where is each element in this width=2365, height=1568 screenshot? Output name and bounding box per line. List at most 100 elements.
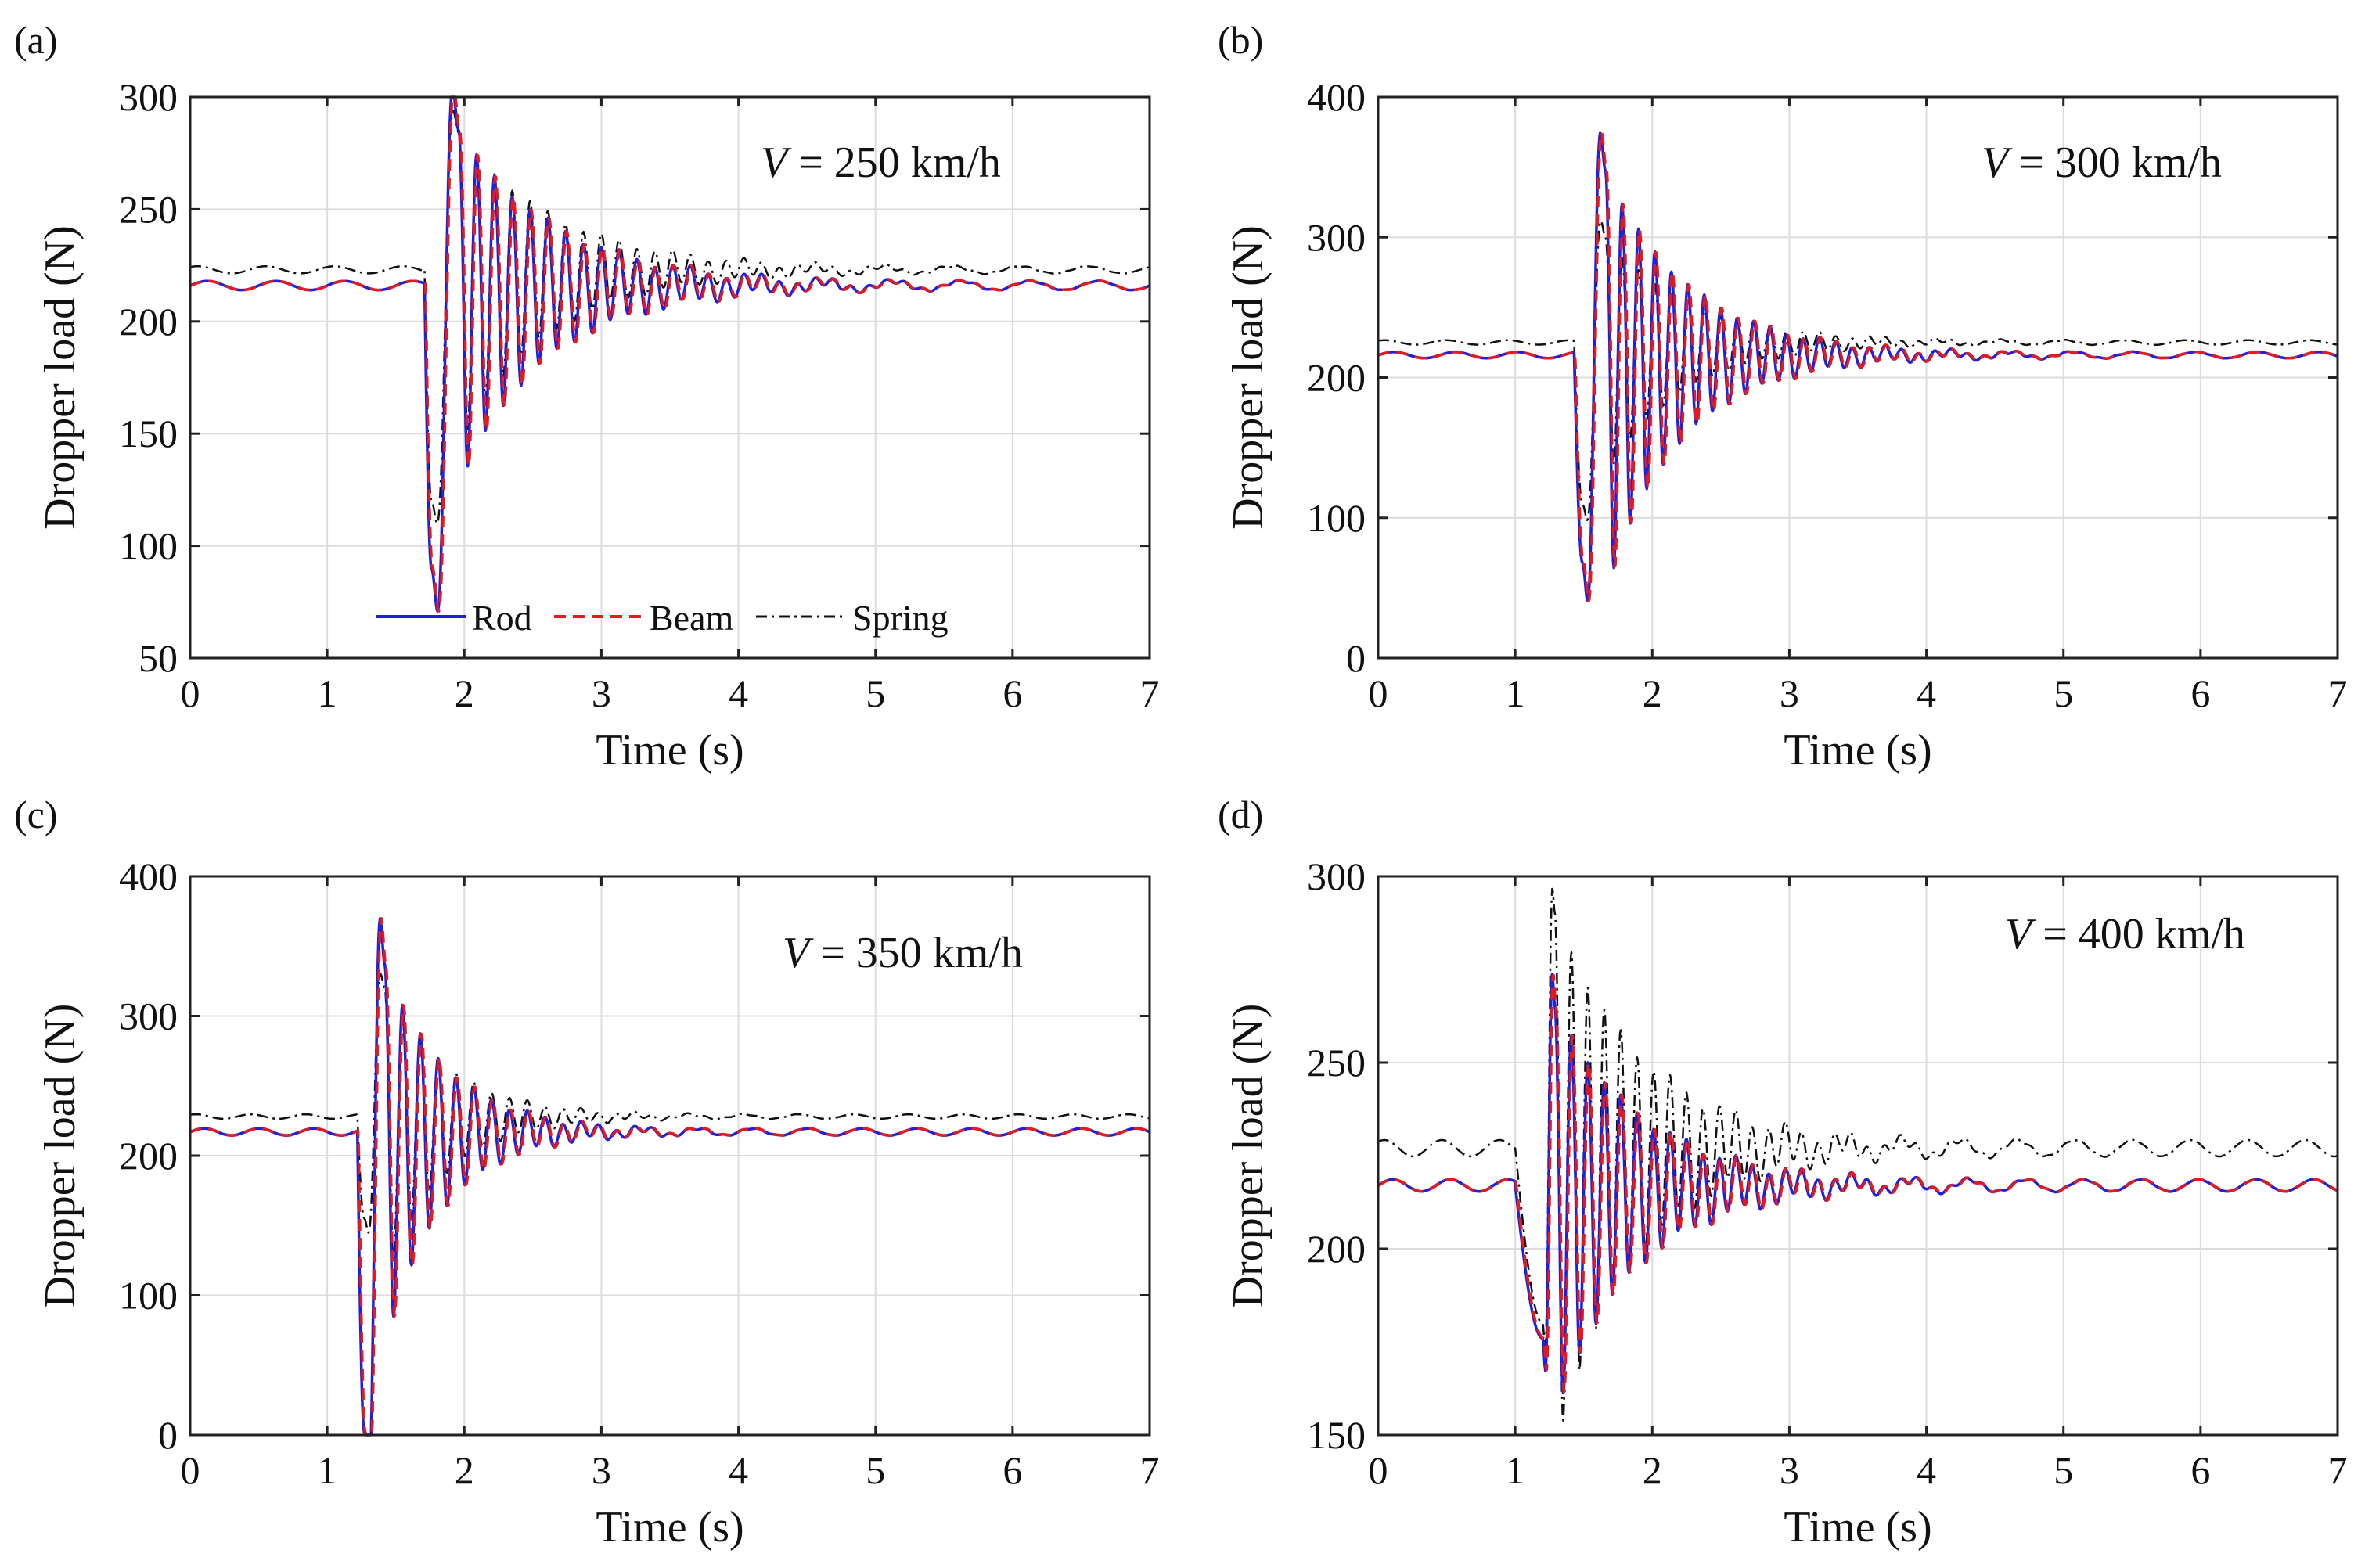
y-axis-label: Dropper load (N): [1224, 225, 1272, 530]
panel-label: (a): [14, 18, 58, 62]
speed-symbol: V: [2005, 910, 2036, 958]
series-line-beam: [1377, 131, 2338, 602]
y-tick-label: 150: [119, 412, 178, 455]
series-line-spring: [189, 973, 1150, 1260]
speed-symbol: V: [1982, 138, 2013, 187]
x-tick-label: 6: [1003, 671, 1022, 715]
y-tick-label: 200: [1307, 356, 1366, 400]
series-line-rod: [189, 917, 1150, 1437]
x-tick-label: 0: [181, 671, 200, 715]
y-axis-label: Dropper load (N): [36, 1004, 85, 1308]
series-layer: [1377, 131, 2338, 602]
y-tick-label: 200: [119, 300, 178, 343]
x-tick-label: 5: [866, 671, 885, 715]
tick-labels: 0 1 2 3 4 5 6 7 150 200 250 300: [1307, 854, 2348, 1492]
x-tick-label: 4: [729, 1448, 748, 1492]
tick-marks: [189, 95, 1151, 660]
series-line-rod: [189, 95, 1150, 613]
legend-label-rod: Rod: [472, 598, 532, 638]
tick-labels: 0 1 2 3 4 5 6 7 0 100 200 300 400: [1307, 75, 2348, 715]
y-tick-label: 100: [119, 1274, 178, 1318]
panel-d: (d) 0 1 2 3 4 5 6 7 150 200 250 300 Time (s) Droppe…: [1218, 793, 2348, 1552]
x-tick-label: 0: [1369, 1448, 1388, 1492]
x-tick-label: 4: [729, 671, 748, 715]
y-axis-label: Dropper load (N): [1224, 1004, 1272, 1308]
series-line-beam: [189, 95, 1150, 613]
y-tick-label: 0: [1346, 636, 1366, 680]
x-tick-label: 2: [1643, 1448, 1662, 1492]
speed-value: = 350 km/h: [809, 929, 1023, 977]
series-line-spring: [1377, 220, 2338, 521]
y-tick-label: 300: [1307, 215, 1366, 259]
speed-symbol: V: [761, 138, 792, 187]
plot-frame: [189, 95, 1151, 660]
series-line-spring: [189, 109, 1150, 525]
speed-annotation: V = 250 km/h: [761, 138, 1001, 187]
x-tick-label: 3: [1780, 1448, 1799, 1492]
x-tick-label: 0: [181, 1448, 200, 1492]
y-tick-label: 100: [119, 524, 178, 568]
panel-a: (a) 0 1 2 3 4 5 6 7 50 100 150 200 250 300 Time (s) D…: [14, 18, 1160, 775]
x-tick-label: 5: [2054, 671, 2073, 715]
x-axis-label: Time (s): [596, 726, 743, 775]
x-tick-label: 1: [318, 671, 337, 715]
x-axis-label: Time (s): [1784, 1503, 1931, 1552]
series-line-spring: [1377, 887, 2338, 1422]
speed-symbol: V: [783, 929, 814, 977]
plot-frame: [1377, 875, 2339, 1437]
y-tick-label: 300: [1307, 854, 1366, 898]
tick-marks: [1377, 95, 2339, 660]
speed-annotation: V = 300 km/h: [1982, 138, 2222, 187]
legend: Rod Beam Spring: [376, 598, 949, 638]
series-line-beam: [1377, 973, 2338, 1394]
tick-marks: [1377, 875, 2339, 1437]
speed-value: = 300 km/h: [2008, 138, 2222, 187]
x-tick-label: 6: [2190, 671, 2210, 715]
x-tick-label: 3: [1780, 671, 1799, 715]
x-tick-label: 6: [1003, 1448, 1022, 1492]
panel-label: (b): [1218, 18, 1263, 62]
y-tick-label: 200: [1307, 1227, 1366, 1271]
x-tick-label: 3: [592, 671, 611, 715]
x-tick-label: 4: [1917, 671, 1936, 715]
y-tick-label: 200: [119, 1134, 178, 1178]
y-tick-label: 150: [1307, 1413, 1366, 1457]
y-tick-label: 300: [119, 994, 178, 1038]
speed-annotation: V = 350 km/h: [783, 929, 1023, 977]
y-tick-label: 400: [1307, 75, 1366, 119]
speed-value: = 250 km/h: [787, 138, 1001, 187]
x-tick-label: 1: [1506, 1448, 1525, 1492]
tick-labels: 0 1 2 3 4 5 6 7 0 100 200 300 400: [119, 854, 1160, 1492]
y-tick-label: 50: [139, 636, 178, 680]
y-tick-label: 300: [119, 75, 178, 119]
speed-value: = 400 km/h: [2032, 910, 2245, 958]
series-layer: [189, 95, 1150, 613]
x-tick-label: 0: [1369, 671, 1388, 715]
x-tick-label: 7: [2328, 1448, 2348, 1492]
panel-c: (c) 0 1 2 3 4 5 6 7 0 100 200 300 400 Time (s) Dropp…: [14, 793, 1160, 1552]
series-line-rod: [1377, 973, 2338, 1395]
series-layer: [1377, 887, 2338, 1422]
x-tick-label: 6: [2190, 1448, 2210, 1492]
tick-marks: [189, 875, 1151, 1437]
legend-label-spring: Spring: [852, 598, 949, 638]
x-tick-label: 1: [318, 1448, 337, 1492]
x-axis-label: Time (s): [1784, 726, 1931, 775]
x-tick-label: 1: [1506, 671, 1525, 715]
series-layer: [189, 917, 1150, 1437]
x-tick-label: 3: [592, 1448, 611, 1492]
x-tick-label: 2: [1643, 671, 1662, 715]
x-tick-label: 7: [2328, 671, 2348, 715]
x-tick-label: 4: [1917, 1448, 1936, 1492]
series-line-beam: [189, 917, 1150, 1437]
y-tick-label: 250: [1307, 1041, 1366, 1084]
y-tick-label: 400: [119, 854, 178, 898]
x-axis-label: Time (s): [596, 1503, 743, 1552]
panel-label: (c): [14, 793, 58, 836]
speed-annotation: V = 400 km/h: [2005, 910, 2245, 958]
y-tick-label: 0: [158, 1413, 178, 1457]
tick-labels: 0 1 2 3 4 5 6 7 50 100 150 200 250 300: [119, 75, 1160, 715]
series-line-rod: [1377, 131, 2338, 602]
y-axis-label: Dropper load (N): [36, 225, 85, 530]
